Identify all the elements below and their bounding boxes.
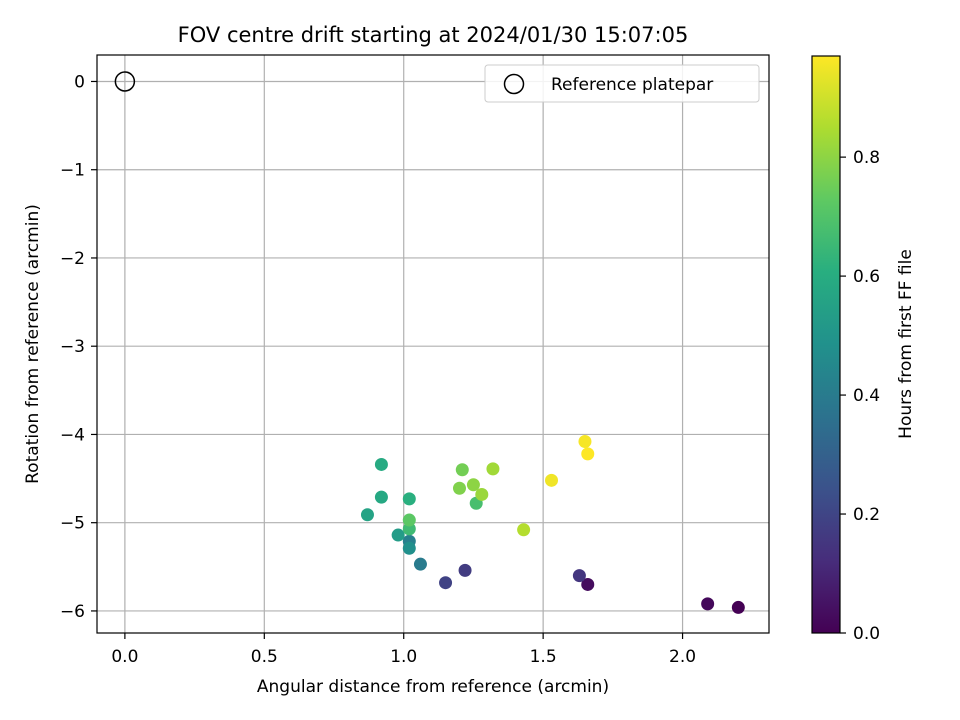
data-point — [581, 447, 595, 461]
y-tick-label: −2 — [60, 249, 85, 269]
data-point — [701, 597, 715, 611]
y-tick-label: 0 — [74, 72, 85, 92]
y-tick-label: −6 — [60, 602, 85, 622]
y-tick-label: −4 — [60, 425, 85, 445]
data-point — [731, 600, 745, 614]
y-tick-label: −5 — [60, 514, 85, 534]
colorbar-tick-label: 0.0 — [853, 624, 880, 644]
colorbar-tick-label: 0.2 — [853, 505, 880, 525]
data-point — [402, 492, 416, 506]
x-axis-label: Angular distance from reference (arcmin) — [257, 677, 609, 697]
x-tick-label: 0.0 — [111, 647, 138, 667]
y-tick-label: −1 — [60, 161, 85, 181]
data-point — [581, 577, 595, 591]
chart-title: FOV centre drift starting at 2024/01/30 … — [178, 23, 689, 47]
data-point — [458, 563, 472, 577]
data-point — [360, 508, 374, 522]
data-point — [466, 478, 480, 492]
data-point — [402, 513, 416, 527]
legend-box — [484, 64, 760, 103]
colorbar: 0.0 0.2 0.4 0.6 0.8 Hours from first FF file — [811, 55, 916, 644]
data-point — [413, 557, 427, 571]
data-point — [452, 481, 466, 495]
colorbar-tick-label: 0.8 — [853, 148, 880, 168]
data-point — [455, 463, 469, 477]
legend-marker-icon — [503, 73, 525, 95]
y-tick-label: −3 — [60, 337, 85, 357]
colorbar-tick-label: 0.4 — [853, 386, 880, 406]
data-point — [402, 541, 416, 555]
y-axis-ticks: 0 −1 −2 −3 −4 −5 −6 — [60, 72, 97, 622]
colorbar-tick-label: 0.6 — [853, 267, 880, 287]
data-point — [486, 462, 500, 476]
legend-entry-reference-platepar: Reference platepar — [551, 75, 713, 95]
data-point — [374, 457, 388, 471]
data-point — [578, 435, 592, 449]
x-tick-label: 0.5 — [251, 647, 278, 667]
colorbar-label: Hours from first FF file — [896, 249, 916, 439]
x-axis-ticks: 0.0 0.5 1.0 1.5 2.0 — [111, 633, 696, 667]
x-tick-label: 1.0 — [390, 647, 417, 667]
colorbar-ticks: 0.0 0.2 0.4 0.6 0.8 — [840, 148, 880, 644]
x-tick-label: 2.0 — [669, 647, 696, 667]
data-point — [391, 528, 405, 542]
grid-lines — [97, 55, 769, 633]
data-point — [572, 569, 586, 583]
data-points — [360, 435, 745, 614]
reference-point-marker — [114, 71, 136, 92]
data-point — [374, 490, 388, 504]
data-point — [517, 523, 531, 537]
data-point — [475, 487, 489, 501]
data-point — [439, 576, 453, 590]
colorbar-gradient — [811, 55, 841, 634]
legend: Reference platepar — [484, 64, 760, 103]
data-point — [545, 473, 559, 487]
y-axis-label: Rotation from reference (arcmin) — [23, 204, 43, 484]
x-tick-label: 1.5 — [530, 647, 557, 667]
plot-frame — [96, 54, 770, 634]
